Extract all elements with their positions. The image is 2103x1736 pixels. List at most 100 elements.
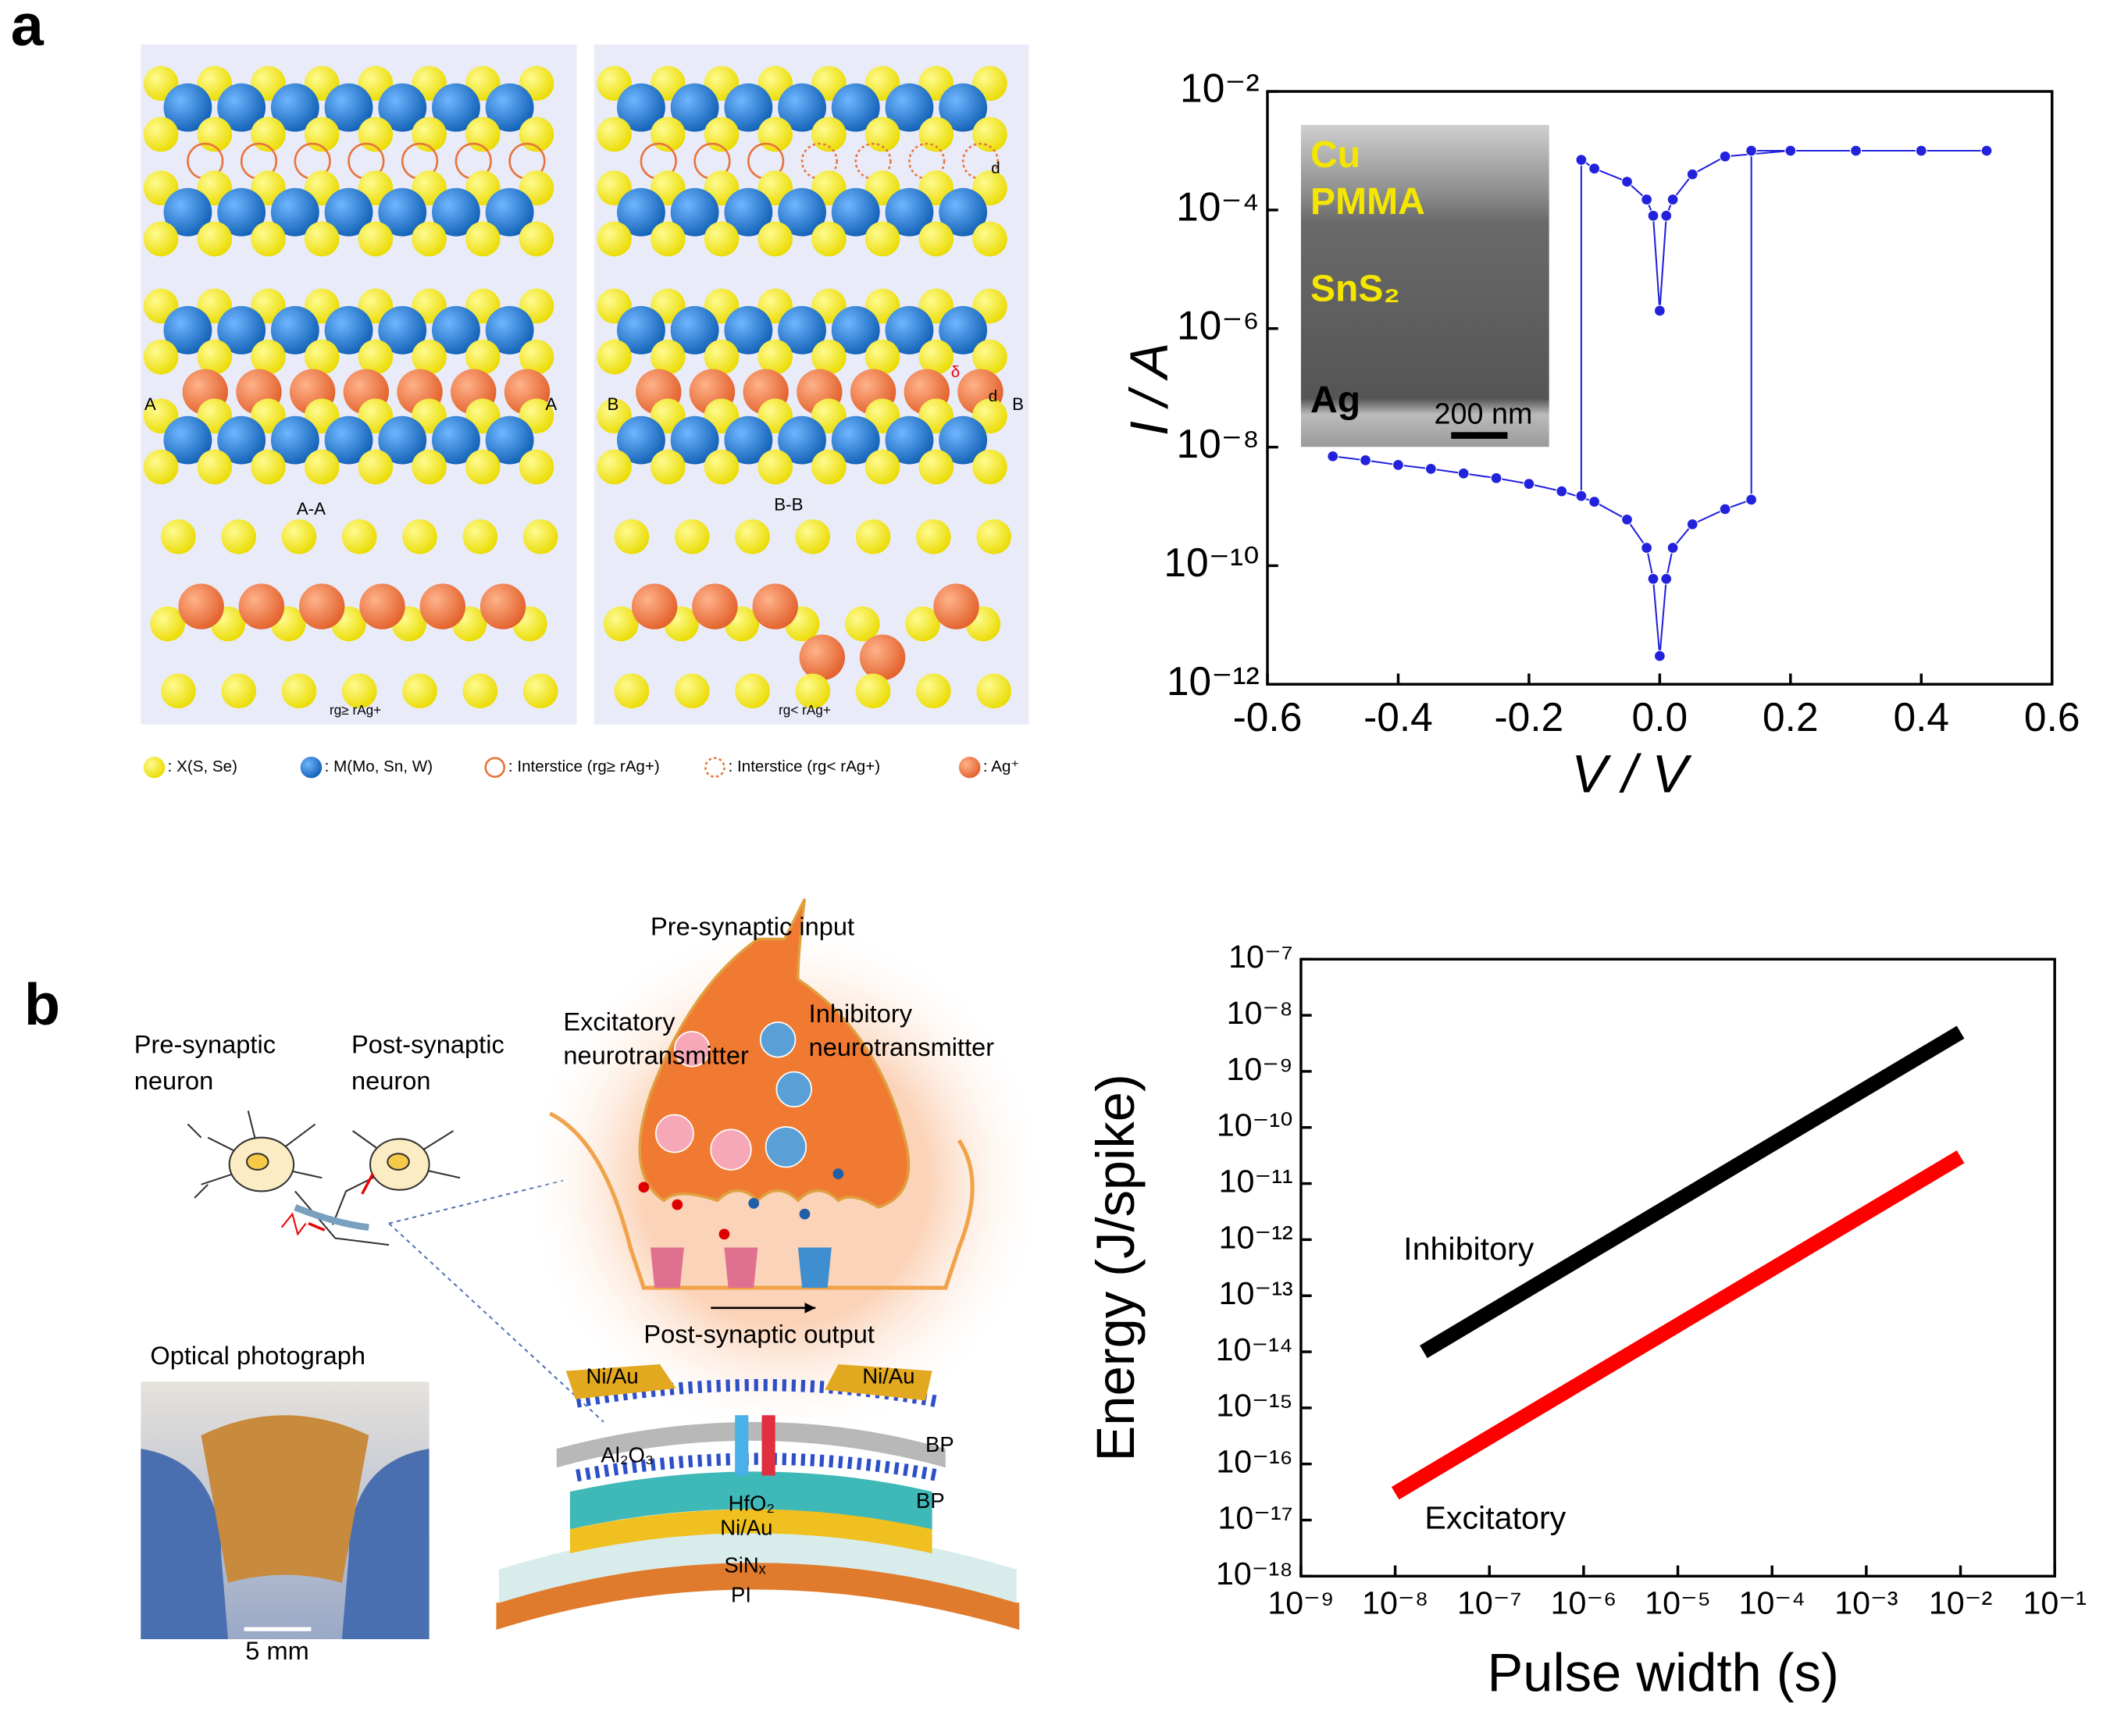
arrow — [735, 1415, 749, 1476]
x-tick-label: 10⁻⁷ — [1457, 1585, 1522, 1620]
x-tick-label: 0.4 — [1893, 694, 1949, 740]
lattice-diagram — [141, 44, 1029, 725]
atom-x — [197, 449, 233, 485]
atom-x — [161, 673, 196, 709]
receptor — [650, 1247, 758, 1289]
data-point — [1719, 503, 1731, 515]
y-tick-label: 10⁻¹⁷ — [1217, 1499, 1292, 1535]
synapse-diagram — [522, 898, 1046, 1442]
molecule — [748, 1197, 760, 1209]
photo-device — [201, 1415, 369, 1583]
synapse-label: neurotransmitter — [563, 1040, 749, 1069]
atom-x — [757, 221, 793, 257]
molecule — [638, 1182, 650, 1193]
scale-bar-label: 5 mm — [245, 1636, 309, 1665]
atom-m — [378, 83, 427, 132]
atom-m — [885, 187, 934, 237]
atom-m — [217, 83, 266, 132]
atom-x — [811, 221, 847, 257]
y-axis-label: I / A — [1119, 343, 1179, 437]
atom-x — [674, 673, 710, 709]
atom-m — [163, 415, 212, 465]
legend-swatch — [704, 757, 725, 778]
atom-m — [724, 305, 773, 355]
ag-ion — [479, 583, 526, 629]
data-point — [1523, 478, 1535, 490]
atom-x — [412, 221, 447, 257]
y-tick-label: 10⁻⁹ — [1226, 1051, 1292, 1087]
atom-m — [939, 305, 988, 355]
series-label: Excitatory — [1424, 1499, 1566, 1535]
layer — [556, 1421, 946, 1468]
legend-label: : Ag⁺ — [983, 757, 1019, 775]
section-label: B-B — [774, 495, 803, 515]
atom-x — [161, 519, 196, 554]
atom-x — [143, 116, 179, 152]
atom-m — [217, 187, 266, 237]
y-tick-label: 10⁻¹⁵ — [1216, 1388, 1292, 1424]
ag-ion — [752, 583, 798, 629]
atom-x — [597, 449, 632, 485]
atom-x — [358, 339, 394, 375]
x-tick-label: -0.4 — [1363, 694, 1433, 740]
legend-swatch — [484, 757, 506, 778]
atom-x — [918, 221, 954, 257]
x-tick-label: 10⁻⁵ — [1645, 1585, 1711, 1620]
vesicle — [710, 1128, 752, 1171]
layer — [498, 1529, 1017, 1603]
data-point — [1424, 462, 1437, 475]
data-point — [1621, 513, 1633, 526]
layer-label: Ni/Au — [720, 1515, 772, 1539]
data-point — [1457, 467, 1470, 479]
atom-x — [603, 606, 639, 642]
ag-ion — [238, 583, 285, 629]
data-point — [1641, 194, 1653, 205]
atom-m — [378, 187, 427, 237]
ag-ion — [298, 583, 345, 629]
atom-m — [270, 415, 319, 465]
y-tick-label: 10⁻¹² — [1167, 658, 1260, 704]
atom-x — [143, 339, 179, 375]
atom-m — [831, 305, 880, 355]
atom-x — [795, 519, 831, 554]
atom-x — [864, 339, 900, 375]
atom-x — [150, 606, 186, 642]
arrow — [804, 1302, 816, 1314]
data-point — [1327, 450, 1339, 462]
atom-x — [462, 519, 498, 554]
legend: : X(S, Se) : M(Mo, Sn, W) : Interstice (… — [143, 756, 1019, 779]
atom-x — [972, 449, 1007, 485]
atom-m — [432, 305, 480, 355]
atom-x — [304, 339, 340, 375]
legend-swatch — [958, 756, 981, 779]
atom-x — [281, 519, 317, 554]
atom-x — [864, 449, 900, 485]
y-tick-label: 10⁻¹² — [1219, 1219, 1293, 1255]
data-point — [1588, 496, 1601, 508]
x-tick-label: 0.2 — [1763, 694, 1819, 740]
atom-x — [614, 673, 650, 709]
atom-x — [341, 673, 377, 709]
legend-label: : Interstice (rg≥ rAg+) — [508, 757, 660, 775]
atom-x — [462, 673, 498, 709]
vesicle — [654, 1114, 694, 1153]
layer-label: BP — [916, 1488, 945, 1513]
atom-m — [778, 187, 826, 237]
atom-m — [217, 305, 266, 355]
vesicle — [759, 1021, 797, 1058]
x-tick-label: -0.2 — [1495, 694, 1564, 740]
atom-x — [704, 449, 740, 485]
x-tick-label: -0.6 — [1233, 694, 1303, 740]
y-tick-label: 10⁻¹⁶ — [1216, 1444, 1292, 1480]
scale-bar-label: 200 nm — [1435, 398, 1533, 431]
atom-x — [251, 339, 286, 375]
layer-label: BP — [925, 1432, 954, 1456]
atom-m — [617, 415, 665, 465]
atom-x — [757, 339, 793, 375]
layer-label: Ni/Au — [586, 1363, 639, 1388]
legend-swatch — [143, 756, 166, 779]
x-tick-label: 10⁻⁶ — [1551, 1585, 1617, 1620]
atom-x — [358, 221, 394, 257]
atom-m — [617, 83, 665, 132]
x-tick-label: 10⁻⁸ — [1362, 1585, 1428, 1620]
